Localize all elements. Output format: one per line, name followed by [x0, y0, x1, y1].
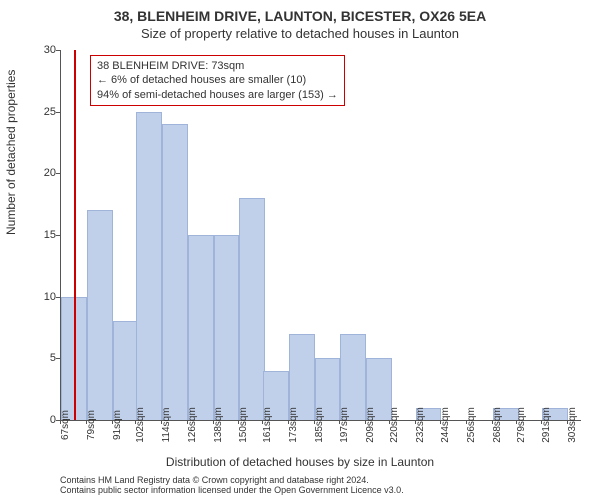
x-tick-label: 114sqm: [161, 408, 172, 443]
x-tick-label: 150sqm: [238, 407, 249, 443]
x-tick-mark: [314, 420, 315, 424]
y-tick-mark: [56, 112, 60, 113]
annotation-line-1: 38 BLENHEIM DRIVE: 73sqm: [97, 59, 338, 73]
x-tick-mark: [161, 420, 162, 424]
y-tick-label: 5: [26, 352, 56, 364]
y-tick-mark: [56, 235, 60, 236]
x-tick-label: 303sqm: [567, 407, 578, 443]
x-tick-mark: [516, 420, 517, 424]
footer-attribution: Contains HM Land Registry data © Crown c…: [60, 475, 580, 496]
x-tick-label: 197sqm: [339, 407, 350, 443]
x-tick-mark: [466, 420, 467, 424]
x-tick-mark: [112, 420, 113, 424]
y-tick-mark: [56, 50, 60, 51]
y-tick-mark: [56, 297, 60, 298]
histogram-bar: [239, 198, 265, 420]
x-tick-label: 232sqm: [415, 407, 426, 443]
x-tick-label: 185sqm: [314, 407, 325, 443]
x-tick-mark: [238, 420, 239, 424]
y-tick-mark: [56, 358, 60, 359]
x-tick-label: 256sqm: [466, 407, 477, 443]
x-tick-mark: [440, 420, 441, 424]
x-tick-label: 173sqm: [288, 407, 299, 443]
y-axis-label: Number of detached properties: [4, 70, 18, 235]
x-tick-mark: [541, 420, 542, 424]
x-tick-label: 268sqm: [492, 407, 503, 443]
x-tick-mark: [60, 420, 61, 424]
annotation-box: 38 BLENHEIM DRIVE: 73sqm ← 6% of detache…: [90, 55, 345, 106]
x-tick-label: 138sqm: [213, 407, 224, 443]
x-tick-label: 161sqm: [262, 407, 273, 443]
y-tick-mark: [56, 173, 60, 174]
x-tick-label: 102sqm: [135, 407, 146, 443]
title-main: 38, BLENHEIM DRIVE, LAUNTON, BICESTER, O…: [0, 8, 600, 24]
histogram-bar: [87, 210, 113, 420]
footer-line-1: Contains HM Land Registry data © Crown c…: [60, 475, 580, 485]
x-tick-mark: [567, 420, 568, 424]
x-tick-label: 126sqm: [187, 407, 198, 443]
x-tick-label: 79sqm: [86, 410, 97, 440]
x-tick-mark: [389, 420, 390, 424]
histogram-bar: [162, 124, 188, 420]
histogram-bar: [188, 235, 214, 420]
histogram-bar: [113, 321, 139, 420]
y-tick-label: 10: [26, 291, 56, 303]
annotation-line-2: ← 6% of detached houses are smaller (10): [97, 73, 338, 87]
x-tick-mark: [415, 420, 416, 424]
x-tick-mark: [213, 420, 214, 424]
histogram-bar: [136, 112, 162, 420]
x-tick-label: 91sqm: [112, 410, 123, 440]
reference-line: [74, 50, 76, 420]
x-tick-mark: [492, 420, 493, 424]
chart-container: 38, BLENHEIM DRIVE, LAUNTON, BICESTER, O…: [0, 0, 600, 500]
x-tick-mark: [288, 420, 289, 424]
annotation-line-3: 94% of semi-detached houses are larger (…: [97, 88, 338, 102]
x-tick-mark: [365, 420, 366, 424]
x-tick-label: 220sqm: [389, 407, 400, 443]
x-tick-mark: [86, 420, 87, 424]
y-tick-label: 15: [26, 229, 56, 241]
y-tick-label: 0: [26, 414, 56, 426]
x-tick-mark: [187, 420, 188, 424]
title-sub: Size of property relative to detached ho…: [0, 26, 600, 41]
x-tick-mark: [339, 420, 340, 424]
x-tick-label: 244sqm: [440, 407, 451, 443]
histogram-bar: [214, 235, 240, 420]
footer-line-2: Contains public sector information licen…: [60, 485, 580, 495]
x-tick-mark: [135, 420, 136, 424]
x-tick-label: 209sqm: [365, 407, 376, 443]
x-tick-label: 279sqm: [516, 407, 527, 443]
y-tick-label: 30: [26, 44, 56, 56]
x-tick-mark: [262, 420, 263, 424]
x-tick-label: 291sqm: [541, 407, 552, 443]
x-tick-label: 67sqm: [60, 410, 71, 440]
y-tick-label: 25: [26, 106, 56, 118]
y-tick-label: 20: [26, 167, 56, 179]
x-axis-label: Distribution of detached houses by size …: [0, 455, 600, 469]
